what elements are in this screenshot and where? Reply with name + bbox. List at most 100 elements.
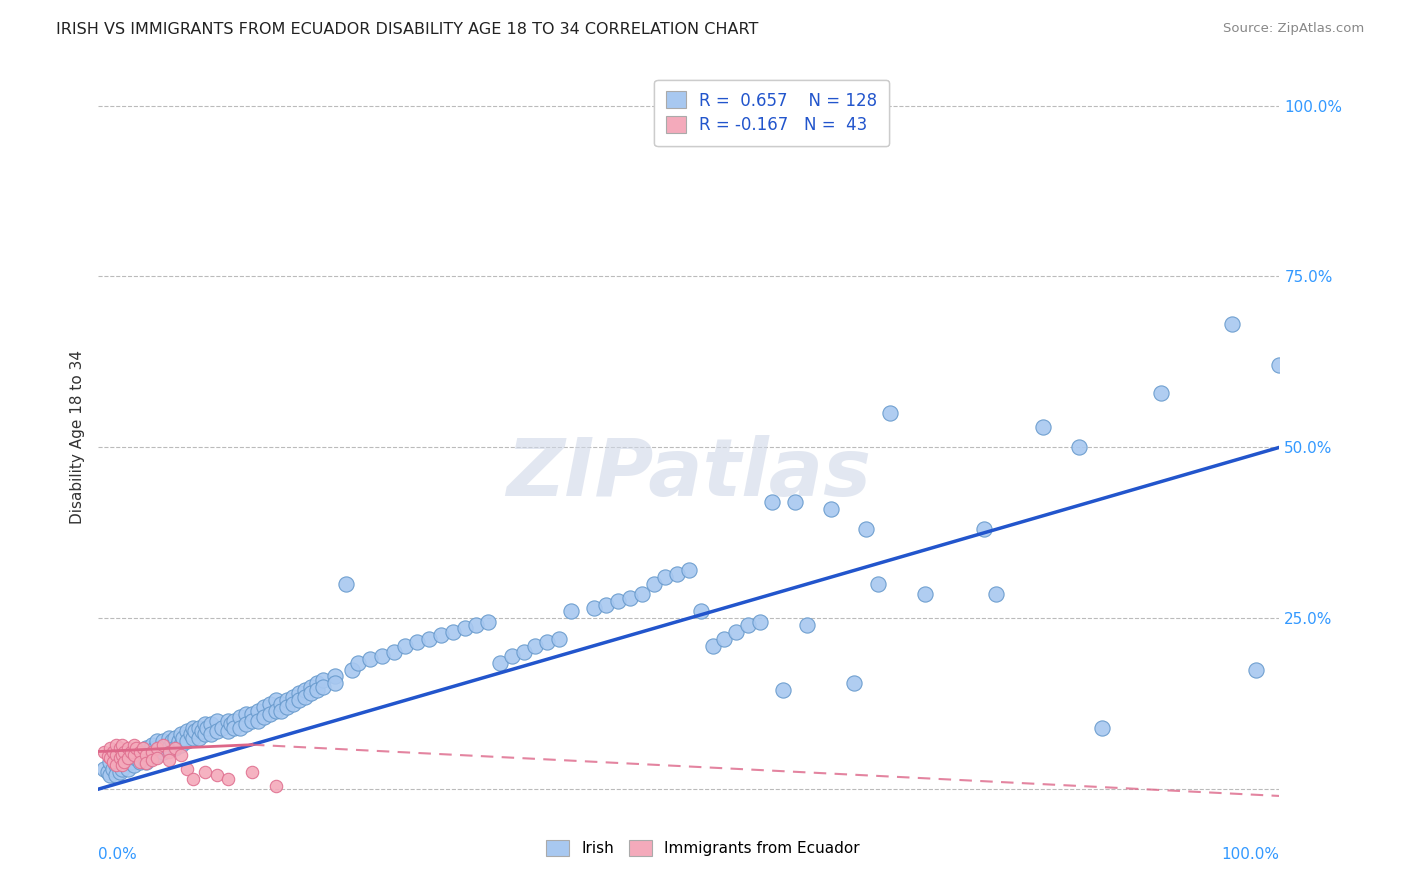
Point — [111, 747, 134, 762]
Point — [105, 747, 128, 762]
Point — [235, 706, 257, 721]
Point — [524, 639, 547, 653]
Point — [737, 618, 759, 632]
Point — [259, 706, 281, 721]
Point — [108, 755, 131, 769]
Y-axis label: Disability Age 18 to 34: Disability Age 18 to 34 — [70, 350, 86, 524]
Point — [984, 587, 1007, 601]
Point — [152, 745, 174, 759]
Point — [820, 501, 842, 516]
Text: IRISH VS IMMIGRANTS FROM ECUADOR DISABILITY AGE 18 TO 34 CORRELATION CHART: IRISH VS IMMIGRANTS FROM ECUADOR DISABIL… — [56, 22, 759, 37]
Point — [914, 587, 936, 601]
Point — [135, 756, 157, 771]
Point — [678, 563, 700, 577]
Point — [146, 747, 169, 762]
Point — [160, 734, 183, 748]
Point — [172, 731, 194, 745]
Point — [607, 594, 630, 608]
Point — [187, 721, 209, 735]
Point — [643, 577, 665, 591]
Point — [146, 741, 169, 756]
Point — [276, 693, 298, 707]
Point — [702, 639, 724, 653]
Point — [276, 700, 298, 714]
Point — [157, 745, 180, 759]
Point — [270, 697, 292, 711]
Point — [180, 727, 202, 741]
Point — [595, 598, 617, 612]
Point — [477, 615, 499, 629]
Point — [117, 762, 139, 776]
Point — [152, 738, 174, 752]
Point — [170, 738, 193, 752]
Point — [299, 686, 322, 700]
Point — [97, 765, 120, 780]
Point — [165, 731, 187, 745]
Point — [394, 639, 416, 653]
Point — [181, 772, 204, 786]
Point — [194, 765, 217, 780]
Point — [229, 721, 252, 735]
Point — [211, 721, 233, 735]
Point — [112, 755, 135, 769]
Point — [283, 697, 305, 711]
Point — [796, 618, 818, 632]
Point — [465, 618, 488, 632]
Point — [152, 734, 174, 748]
Point — [146, 734, 169, 748]
Point — [1032, 420, 1054, 434]
Point — [165, 741, 187, 756]
Point — [98, 751, 121, 765]
Point — [101, 762, 124, 776]
Point — [224, 721, 246, 735]
Point — [312, 680, 335, 694]
Legend: Irish, Immigrants from Ecuador: Irish, Immigrants from Ecuador — [540, 834, 866, 862]
Point — [453, 622, 475, 636]
Point — [512, 645, 534, 659]
Point — [246, 704, 269, 718]
Point — [184, 724, 207, 739]
Point — [157, 731, 180, 745]
Text: 0.0%: 0.0% — [98, 847, 138, 862]
Point — [382, 645, 405, 659]
Point — [132, 741, 155, 756]
Point — [844, 676, 866, 690]
Point — [855, 522, 877, 536]
Point — [294, 683, 316, 698]
Point — [195, 721, 218, 735]
Point — [157, 753, 180, 767]
Point — [111, 751, 134, 765]
Point — [1067, 440, 1090, 454]
Point — [1244, 663, 1267, 677]
Point — [501, 648, 523, 663]
Point — [187, 731, 209, 745]
Point — [135, 747, 157, 762]
Point — [240, 706, 263, 721]
Point — [132, 745, 155, 759]
Point — [205, 768, 228, 782]
Point — [294, 690, 316, 704]
Point — [1268, 359, 1291, 373]
Point — [98, 768, 121, 782]
Point — [725, 624, 748, 639]
Point — [259, 697, 281, 711]
Point — [122, 747, 145, 762]
Point — [205, 724, 228, 739]
Point — [1150, 385, 1173, 400]
Point — [98, 741, 121, 756]
Point — [108, 741, 131, 756]
Point — [165, 741, 187, 756]
Point — [1220, 318, 1243, 332]
Point — [305, 676, 328, 690]
Point — [135, 741, 157, 756]
Point — [146, 751, 169, 765]
Point — [654, 570, 676, 584]
Point — [288, 686, 311, 700]
Point — [217, 772, 239, 786]
Point — [312, 673, 335, 687]
Point — [264, 704, 287, 718]
Point — [112, 755, 135, 769]
Point — [229, 710, 252, 724]
Point — [772, 683, 794, 698]
Point — [536, 635, 558, 649]
